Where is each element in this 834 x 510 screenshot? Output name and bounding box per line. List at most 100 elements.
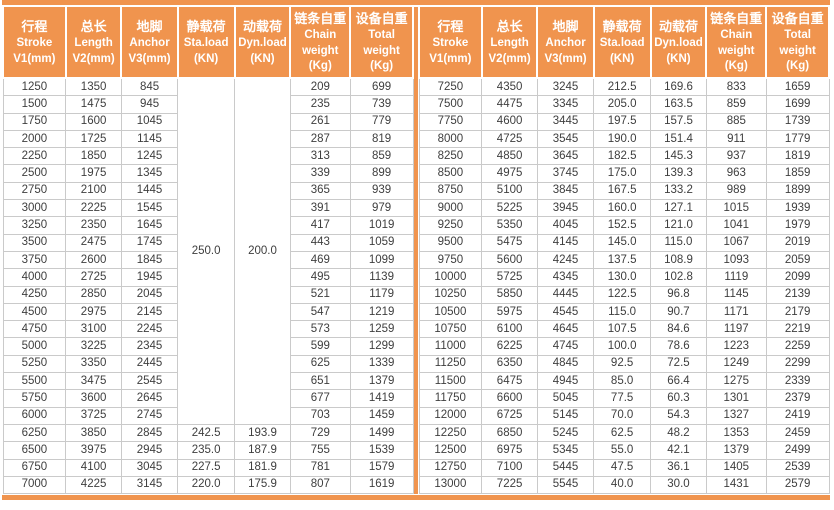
table-cell: 145.0	[593, 233, 652, 252]
table-cell: 2045	[120, 285, 179, 304]
header-line-en: V2(mm)	[72, 52, 115, 65]
table-cell: 1223	[705, 337, 767, 356]
table-cell: 2945	[120, 441, 179, 460]
table-row: 13000 7225 5545 40.0 30.0 1431 2579	[418, 475, 830, 495]
header-line-zh: 总长	[80, 19, 107, 34]
table-cell: 85.0	[593, 372, 652, 391]
table-cell: 845	[120, 77, 179, 97]
table-cell: 1699	[765, 95, 830, 114]
table-cell: 235.0	[177, 441, 236, 460]
table-cell: 2099	[765, 268, 830, 287]
table-cell: 1405	[705, 458, 767, 477]
table-cell: 1539	[349, 441, 414, 460]
table-cell: 77.5	[593, 389, 652, 408]
table-cell: 36.1	[650, 458, 707, 477]
table-row: 6750 4100 3045 227.5 181.9 781 1579	[2, 458, 414, 477]
table-row: 8000 4725 3545 190.0 151.4 911 1779	[418, 129, 830, 149]
table-cell: 3545	[536, 129, 595, 149]
table-cell: 220.0	[177, 475, 236, 495]
table-row: 11750 6600 5045 77.5 60.3 1301 2379	[418, 389, 830, 408]
table-cell: 4245	[536, 250, 595, 270]
table-top-border	[2, 0, 830, 5]
table-cell: 3245	[536, 77, 595, 97]
table-cell: 227.5	[177, 458, 236, 477]
header-line-en: Anchor	[545, 37, 586, 49]
header-line-zh: 动载荷	[658, 19, 698, 34]
table-cell: 699	[349, 77, 414, 97]
table-cell: 1245	[120, 147, 179, 166]
table-cell: 1301	[705, 389, 767, 408]
table-row: 12000 6725 5145 70.0 54.3 1327 2419	[418, 406, 830, 425]
header-line-en: weight	[779, 44, 816, 57]
table-cell: 4645	[536, 320, 595, 339]
table-cell: 739	[349, 95, 414, 114]
table-cell: 11750	[418, 389, 483, 408]
header-line-en: Total	[368, 29, 395, 42]
table-cell: 4000	[2, 268, 67, 287]
table-cell: 547	[289, 302, 351, 322]
table-cell: 2245	[120, 320, 179, 339]
table-cell: 8250	[418, 147, 483, 166]
table-cell: 625	[289, 354, 351, 374]
table-cell: 5545	[536, 475, 595, 495]
table-cell: 3500	[2, 233, 67, 252]
table-cell: 11500	[418, 372, 483, 391]
table-row: 4250 2850 2045 521 1179	[2, 285, 414, 304]
table-cell: 2379	[765, 389, 830, 408]
table-row: 1500 1475 945 235 739	[2, 95, 414, 114]
table-cell: 1419	[349, 389, 414, 408]
header-row: 行程 Stroke V1(mm) 总长 Length V2(mm) 地脚 Anchor V3(m…	[418, 7, 830, 79]
table-cell: 3225	[65, 337, 122, 356]
table-cell: 3350	[65, 354, 122, 374]
table-cell: 2539	[765, 458, 830, 477]
table-row: 2000 1725 1145 287 819	[2, 129, 414, 149]
header-line-en: (KN)	[609, 52, 635, 65]
header-line-en: (Kg)	[308, 60, 332, 73]
table-cell: 443	[289, 233, 351, 252]
table-row: 7000 4225 3145 220.0 175.9 807 1619	[2, 475, 414, 495]
table-cell: 9000	[418, 199, 483, 218]
table-cell: 6100	[481, 320, 538, 339]
table-cell: 1019	[349, 216, 414, 235]
table-cell: 1179	[349, 285, 414, 304]
table-row: 9750 5600 4245 137.5 108.9 1093 2059	[418, 250, 830, 270]
table-cell: 899	[349, 164, 414, 183]
table-row: 2750 2100 1445 365 939	[2, 181, 414, 201]
table-cell: 1379	[705, 441, 767, 460]
table-cell: 7250	[418, 77, 483, 97]
spec-table-right: 行程 Stroke V1(mm) 总长 Length V2(mm) 地脚 Anchor V3(m…	[418, 7, 830, 495]
table-cell: 6475	[481, 372, 538, 391]
table-cell: 833	[705, 77, 767, 97]
table-content: 行程 Stroke V1(mm) 总长 Length V2(mm) 地脚 Anchor V3(m…	[2, 7, 830, 495]
header-line-en: Dyn.load	[654, 37, 703, 49]
header-line-en: (KN)	[193, 52, 219, 65]
table-cell: 169.6	[650, 77, 707, 97]
table-cell: 2419	[765, 406, 830, 425]
table-cell: 107.5	[593, 320, 652, 339]
table-cell: 139.3	[650, 164, 707, 183]
table-cell: 2350	[65, 216, 122, 235]
table-cell: 521	[289, 285, 351, 304]
header-row: 行程 Stroke V1(mm) 总长 Length V2(mm) 地脚 Anchor V3(m…	[2, 7, 414, 79]
table-cell: 4975	[481, 164, 538, 183]
header-line-en: weight	[718, 44, 755, 57]
table-cell: 3745	[536, 164, 595, 183]
header-line-zh: 动载荷	[242, 19, 282, 34]
table-cell: 4850	[481, 147, 538, 166]
table-cell: 10500	[418, 302, 483, 322]
table-cell: 1659	[765, 77, 830, 97]
header-line-en: Length	[490, 37, 529, 49]
table-row: 4000 2725 1945 495 1139	[2, 268, 414, 287]
table-cell: 2725	[65, 268, 122, 287]
column-header: 链条自重 Chain weight (Kg)	[705, 7, 768, 79]
table-cell: 62.5	[593, 423, 652, 443]
table-cell: 1600	[65, 112, 122, 131]
table-cell: 92.5	[593, 354, 652, 374]
table-cell: 4145	[536, 233, 595, 252]
table-row: 8250 4850 3645 182.5 145.3 937 1819	[418, 147, 830, 166]
table-cell: 1339	[349, 354, 414, 374]
table-cell: 2445	[120, 354, 179, 374]
table-cell: 10000	[418, 268, 483, 287]
table-row: 12250 6850 5245 62.5 48.2 1353 2459	[418, 423, 830, 443]
table-cell: 1145	[705, 285, 767, 304]
